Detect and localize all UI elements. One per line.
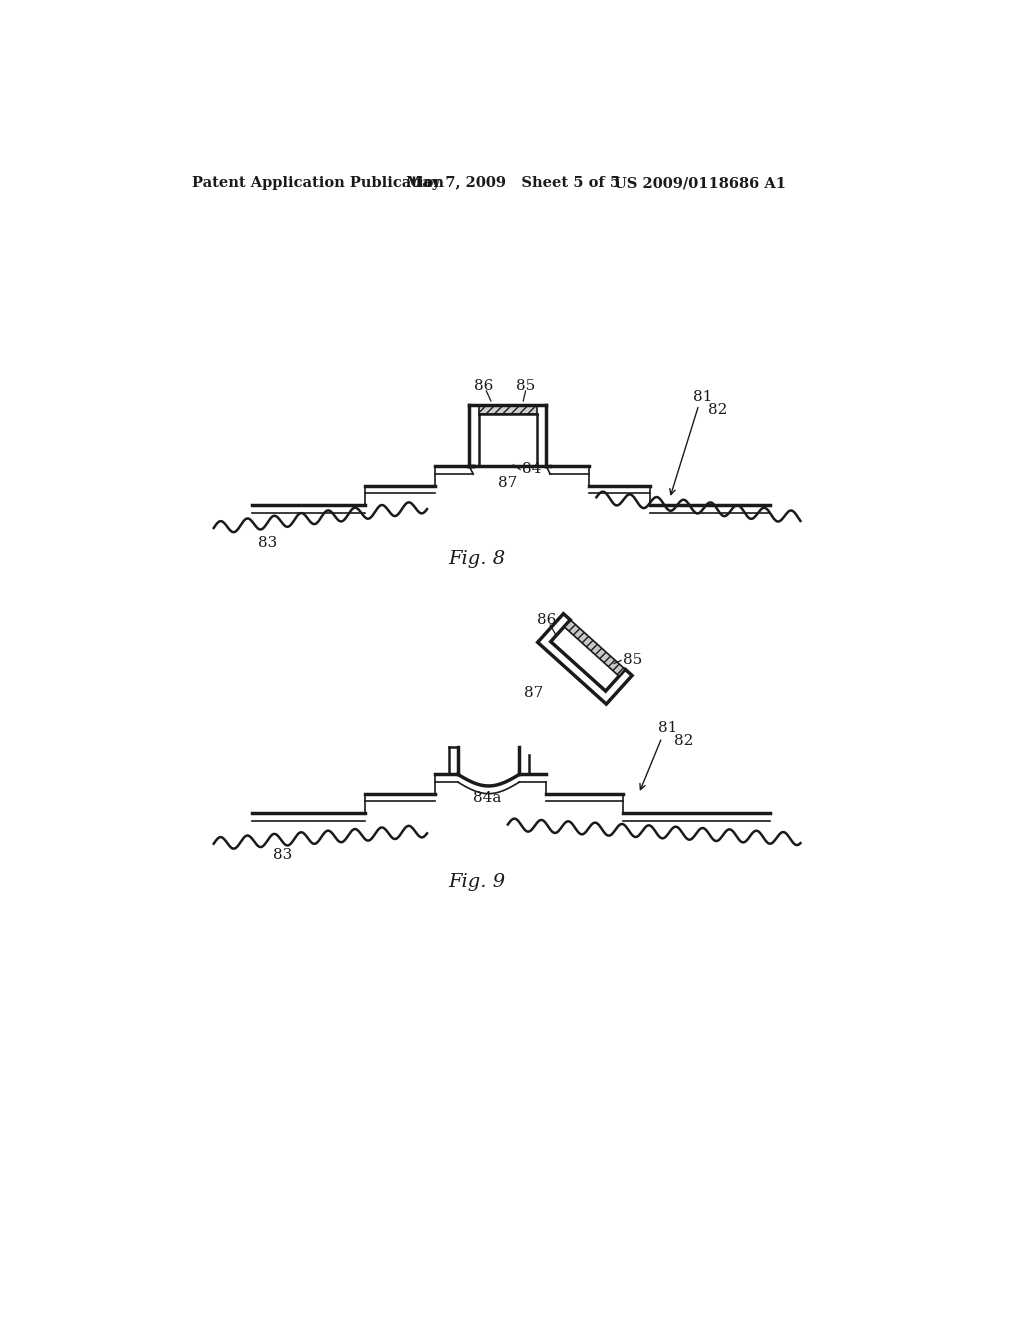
Text: Fig. 9: Fig. 9 <box>449 874 506 891</box>
Text: 86: 86 <box>537 614 556 627</box>
Text: 84a: 84a <box>473 791 502 804</box>
Text: 87: 87 <box>499 477 517 490</box>
Text: 85: 85 <box>624 653 643 668</box>
Text: 82: 82 <box>708 403 727 417</box>
Text: 81: 81 <box>692 391 712 404</box>
Text: 81: 81 <box>658 721 678 735</box>
Text: 86: 86 <box>473 379 493 392</box>
Text: 85: 85 <box>516 379 536 392</box>
Text: 82: 82 <box>674 734 693 748</box>
Text: 83: 83 <box>258 536 278 550</box>
Text: May 7, 2009   Sheet 5 of 5: May 7, 2009 Sheet 5 of 5 <box>407 176 621 190</box>
Text: 84: 84 <box>521 462 541 477</box>
Text: US 2009/0118686 A1: US 2009/0118686 A1 <box>614 176 786 190</box>
Text: 87: 87 <box>524 686 544 700</box>
Text: 83: 83 <box>273 849 293 862</box>
Text: Patent Application Publication: Patent Application Publication <box>193 176 444 190</box>
Text: Fig. 8: Fig. 8 <box>449 550 506 568</box>
Polygon shape <box>478 405 538 414</box>
Polygon shape <box>564 620 626 676</box>
